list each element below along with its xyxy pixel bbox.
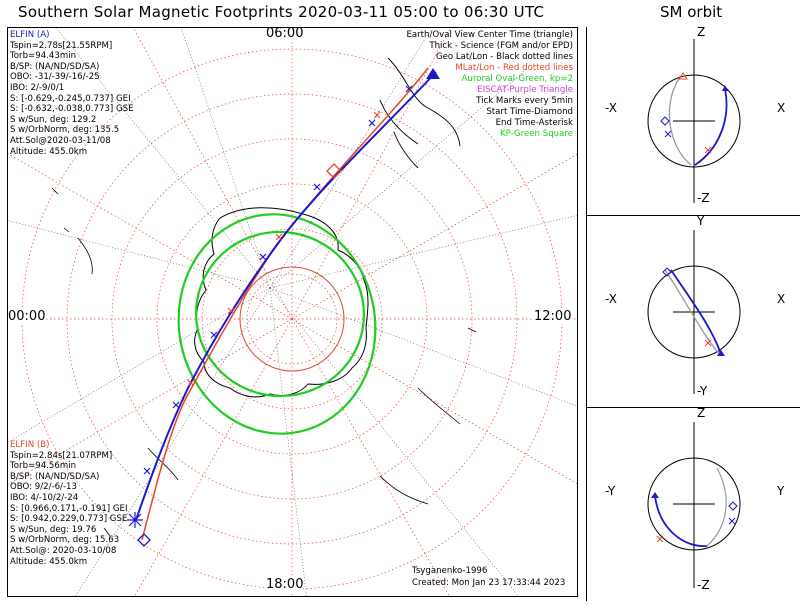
elfin-b-line: Torb=94.56min: [10, 461, 77, 472]
sm-panel-yz-svg: [647, 422, 741, 588]
footprint-map: 06:00 00:00 12:00 18:00 ELFIN (A) Tspin=…: [7, 27, 578, 597]
elfin-b-line: IBO: 4/-10/2/-24: [10, 492, 79, 503]
elfin-a-line: Tspin=2.78s[21.55RPM]: [10, 40, 113, 51]
elfin-a-start-diamond: [137, 533, 151, 547]
elfin-a-line: B/SP: (NA/ND/SD/SA): [10, 61, 100, 72]
elfin-b-info: ELFIN (B) Tspin=2.84s[21.07RPM] Torb=94.…: [10, 440, 128, 567]
sm-axis-top: Z: [697, 406, 706, 420]
elfin-a-info: ELFIN (A) Tspin=2.78s[21.55RPM] Torb=94.…: [10, 30, 134, 157]
elfin-b-line: Altitude: 455.0km: [10, 556, 88, 567]
elfin-a-line: OBO: -31/-39/-16/-25: [10, 72, 100, 83]
sm-axis-right: Y: [777, 484, 785, 498]
sm-axis-top: Z: [697, 25, 706, 39]
elfin-b-line: Att.Sol@: 2020-03-10/08: [10, 545, 117, 556]
pole-circle: [239, 266, 345, 372]
footprint-svg: [8, 28, 577, 596]
sm-panel-xz: Z -Z -X X: [586, 25, 800, 215]
elfin-a-line: IBO: 2/-9/0/1: [10, 82, 65, 93]
sm-axis-bottom: -Z: [697, 578, 710, 592]
elfin-b-start-diamond: [326, 163, 342, 179]
view-center-triangle: [426, 68, 440, 79]
elfin-b-line: S w/Sun, deg: 19.76: [10, 524, 97, 535]
created-label: Created: Mon Jan 23 17:33:44 2023: [412, 578, 566, 588]
legend-entry: MLat/Lon - Red dotted lines: [455, 63, 573, 73]
mlt-label-right: 12:00: [534, 309, 572, 324]
elfin-a-line: S w/OrbNorm, deg: 135.5: [10, 125, 120, 136]
sm-axis-left: -X: [605, 292, 617, 306]
south-america-coast: [379, 57, 461, 169]
sm-panel-xz-svg: [647, 39, 741, 203]
legend-entry: End Time-Asterisk: [495, 118, 573, 128]
elfin-b-track: [141, 67, 429, 541]
auroral-oval-outer: [177, 213, 377, 435]
elfin-b-ticks: [187, 111, 381, 387]
antarctica-coastline: [194, 207, 369, 398]
elfin-a-line: S: [-0.629,-0.245,0.737] GEI: [10, 93, 131, 104]
sm-panel-xy-svg: [647, 230, 741, 394]
elfin-a-line: Altitude: 455.0km: [10, 146, 88, 157]
sm-orbit-sidebar: Z -Z -X X Y -Y -X X: [586, 25, 800, 601]
islands: [51, 187, 477, 537]
sm-orbit-title: SM orbit: [660, 3, 723, 21]
sm-axis-bottom: -Y: [697, 384, 708, 398]
elfin-a-ticks: [143, 85, 413, 475]
elfin-b-line: OBO: 9/2/-6/-13: [10, 482, 77, 493]
elfin-a-track: [135, 71, 437, 521]
elfin-b-line: B/SP: (NA/ND/SD/SA): [10, 471, 100, 482]
elfin-a-line: Att.Sol@2020-03-11/08: [10, 135, 111, 146]
mlt-label-left: 00:00: [8, 309, 46, 324]
legend-entry: Start Time-Diamond: [486, 107, 573, 117]
mlt-label-bottom: 18:00: [266, 577, 304, 592]
elfin-a-line: S w/Sun, deg: 129.2: [10, 114, 97, 125]
mag-grid: [8, 28, 577, 596]
legend-entry: KP-Green Square: [499, 129, 573, 139]
geo-grid: [8, 28, 577, 596]
legend-entry: Thick - Science (FGM and/or EPD): [429, 41, 573, 51]
sm-axis-left: -Y: [605, 484, 616, 498]
legend-entry: Earth/Oval View Center Time (triangle): [406, 30, 573, 40]
elfin-b-name: ELFIN (B): [10, 440, 50, 450]
sm-axis-left: -X: [605, 101, 617, 115]
elfin-b-line: Tspin=2.84s[21.07RPM]: [10, 450, 113, 461]
legend-entry: EISCAT-Purple Triangle: [477, 85, 573, 95]
mlt-label-top: 06:00: [266, 27, 304, 41]
sm-panel-yz: Z -Z -Y Y: [586, 407, 800, 601]
sm-axis-bottom: -Z: [697, 191, 710, 205]
sm-axis-right: X: [777, 101, 786, 115]
elfin-a-end-asterisk: [127, 512, 143, 528]
elfin-a-line: Torb=94.43min: [10, 51, 77, 62]
legend-entry: Geo Lat/Lon - Black dotted lines: [435, 52, 573, 62]
sm-axis-top: Y: [697, 214, 705, 228]
legend-entry: Auroral Oval-Green, kp=2: [461, 74, 573, 84]
legend-entry: Tick Marks every 5min: [476, 96, 573, 106]
elfin-b-line: S: [0.942,0.229,0.773] GSE: [10, 514, 128, 525]
elfin-a-line: S: [-0.632,-0.038,0.773] GSE: [10, 104, 134, 115]
model-label: Tsyganenko-1996: [412, 566, 488, 576]
auroral-oval-inner: [194, 230, 366, 398]
legend: Earth/Oval View Center Time (triangle) Th…: [406, 30, 573, 140]
elfin-b-line: S: [0.966,0.171,-0.191] GEI: [10, 503, 128, 514]
elfin-b-line: S w/OrbNorm, deg: 15.63: [10, 535, 120, 546]
elfin-a-name: ELFIN (A): [10, 30, 50, 40]
page-title: Southern Solar Magnetic Footprints 2020-…: [18, 3, 545, 21]
sm-panel-xy: Y -Y -X X: [586, 215, 800, 408]
sm-axis-right: X: [777, 292, 786, 306]
